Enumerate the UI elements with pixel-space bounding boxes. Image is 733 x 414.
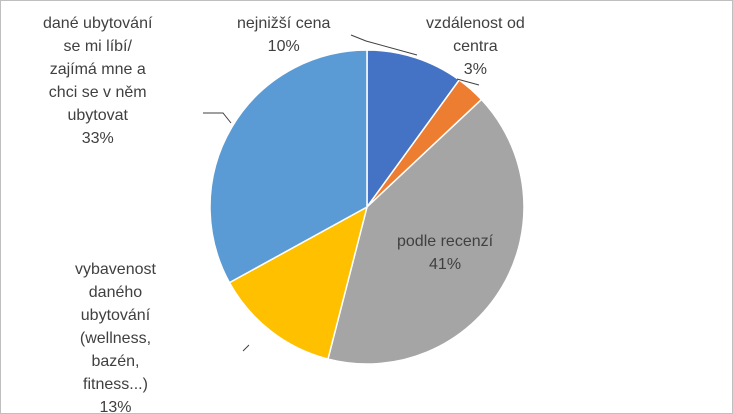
data-label-lowest-price: nejnižší cena 10% [237,12,330,58]
category-label: nejnižší cena [237,15,331,32]
percent-label: 3% [463,61,487,78]
data-label-liked-accommodation: dané ubytování se mi líbí/ zajímá mne a … [43,12,152,150]
slice-by-reviews [327,98,525,365]
category-label: bazén, [91,353,140,370]
data-label-distance-from-center: vzdálenost od centra 3% [426,12,525,81]
category-label: zajímá mne a [49,61,146,78]
category-label: (wellness, [79,330,152,347]
category-label: podle recenzí [397,233,494,250]
leader-line-liked [203,112,232,124]
slice-lowest-price [366,49,461,210]
data-label-equipment: vybavenost daného ubytování (wellness, b… [75,258,156,414]
slice-liked-accommodation [209,49,368,284]
leader-line-distance [456,78,480,86]
category-label: ubytovat [67,107,128,124]
percent-label: 41% [429,256,462,273]
category-label: centra [453,38,498,55]
category-label: chci se v něm [48,84,147,101]
percent-label: 10% [267,38,300,55]
category-label: vzdálenost od [426,15,525,32]
leader-line-lowest-price [350,34,418,56]
category-label: daného [88,284,143,301]
percent-label: 33% [81,130,114,147]
category-label: se mi líbí/ [63,38,132,55]
percent-label: 13% [99,399,132,414]
category-label: dané ubytování [43,15,153,32]
category-label: ubytování [80,307,151,324]
leader-line-equipment [242,344,250,352]
category-label: fitness...) [83,376,148,393]
category-label: vybavenost [75,261,156,278]
slice-equipment [228,205,369,360]
data-label-by-reviews: podle recenzí 41% [397,230,493,276]
